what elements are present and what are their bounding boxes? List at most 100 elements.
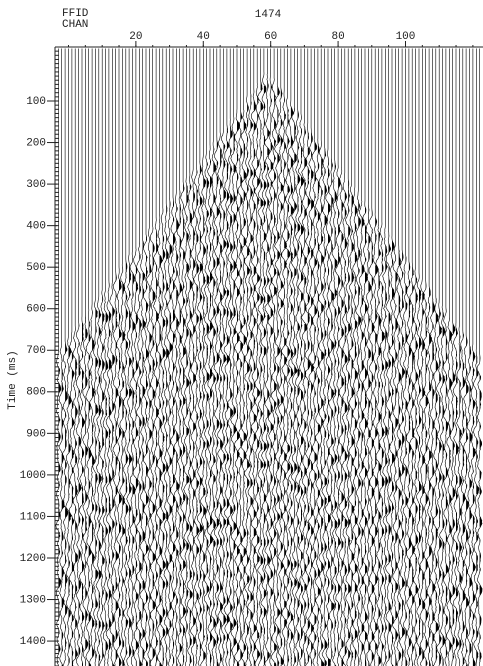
trace-fill: [381, 223, 385, 665]
trace-fill: [108, 282, 112, 649]
trace-fill: [368, 204, 372, 666]
trace-fill: [149, 254, 153, 666]
trace-fill: [85, 314, 88, 666]
trace-fill: [429, 286, 432, 666]
trace: [179, 48, 187, 666]
trace: [260, 48, 267, 666]
trace-fill: [425, 282, 429, 666]
trace: [250, 48, 257, 666]
trace-fill: [179, 190, 183, 666]
trace: [270, 48, 278, 666]
trace: [82, 48, 89, 666]
trace: [237, 48, 244, 666]
trace-fill: [193, 187, 196, 666]
trace-fill: [135, 249, 139, 666]
trace-fill: [122, 266, 126, 666]
trace: [318, 48, 325, 666]
trace-fill: [321, 141, 325, 666]
trace-fill: [415, 276, 419, 659]
trace: [132, 48, 139, 666]
trace: [176, 48, 183, 666]
x-tick-label: 20: [129, 31, 142, 43]
trace-fill: [348, 178, 351, 659]
trace: [274, 48, 281, 666]
trace-fill: [274, 78, 277, 666]
trace: [415, 48, 422, 666]
trace: [166, 48, 173, 666]
y-tick-label: 1000: [20, 470, 46, 482]
trace: [382, 48, 389, 666]
trace: [122, 48, 129, 666]
trace-fill: [166, 204, 169, 666]
trace-fill: [466, 336, 469, 666]
trace: [71, 48, 79, 666]
trace-fill: [253, 88, 257, 666]
trace-fill: [206, 161, 210, 656]
trace-fill: [358, 201, 362, 665]
trace: [348, 48, 355, 666]
trace: [149, 48, 156, 666]
trace-fill: [338, 164, 341, 666]
trace: [355, 48, 362, 666]
y-tick-label: 100: [26, 96, 46, 108]
x-tick-label: 100: [396, 31, 416, 43]
trace-fill: [392, 240, 395, 666]
trace-fill: [341, 169, 345, 666]
y-tick-label: 900: [26, 428, 46, 440]
trace-fill: [280, 87, 284, 665]
trace: [395, 48, 402, 666]
trace-fill: [61, 358, 65, 666]
trace-fill: [459, 334, 462, 665]
trace-fill: [95, 308, 99, 659]
y-tick-label: 1100: [20, 511, 46, 523]
trace-fill: [267, 70, 271, 660]
trace-fill: [452, 322, 456, 660]
trace-fill: [435, 297, 439, 662]
trace-fill: [176, 206, 180, 666]
trace: [358, 48, 365, 666]
trace-fill: [233, 116, 237, 663]
y-axis-title: Time (ms): [7, 350, 19, 409]
trace: [207, 48, 214, 666]
trace-fill: [196, 169, 200, 660]
trace-fill: [223, 127, 227, 656]
trace: [301, 48, 308, 666]
axes: 20 40 60 80 100 100 200 300 400 500 600 700 800 900 10…: [20, 31, 483, 666]
trace: [102, 48, 109, 666]
trace-fill: [112, 277, 115, 666]
trace-fill: [82, 320, 85, 666]
trace-fill: [344, 192, 348, 656]
trace-fill: [371, 209, 375, 662]
trace-fill: [210, 146, 213, 666]
trace-fill: [129, 263, 132, 657]
trace: [105, 48, 112, 666]
trace: [247, 48, 254, 666]
trace-fill: [58, 367, 61, 654]
trace-fill: [199, 164, 203, 656]
y-tick-label: 1200: [20, 553, 46, 565]
trace-fill: [240, 112, 243, 660]
x-tick-label: 60: [264, 31, 277, 43]
trace-fill: [301, 115, 304, 657]
trace: [362, 48, 369, 666]
trace-fill: [297, 110, 301, 662]
trace: [399, 48, 406, 666]
trace-fill: [311, 127, 315, 666]
trace-fill: [284, 98, 287, 654]
trace-fill: [92, 311, 95, 657]
ffid-value: 1474: [255, 9, 282, 21]
trace-fill: [365, 207, 368, 666]
trace: [419, 48, 426, 666]
trace-fill: [442, 310, 446, 666]
trace-fill: [183, 183, 186, 665]
trace: [257, 48, 264, 666]
trace: [196, 48, 204, 666]
trace: [146, 48, 153, 666]
trace: [193, 48, 200, 666]
trace-fill: [68, 347, 72, 663]
trace-fill: [220, 132, 223, 662]
trace-fill: [260, 79, 264, 660]
trace: [466, 48, 473, 666]
trace: [375, 48, 382, 666]
